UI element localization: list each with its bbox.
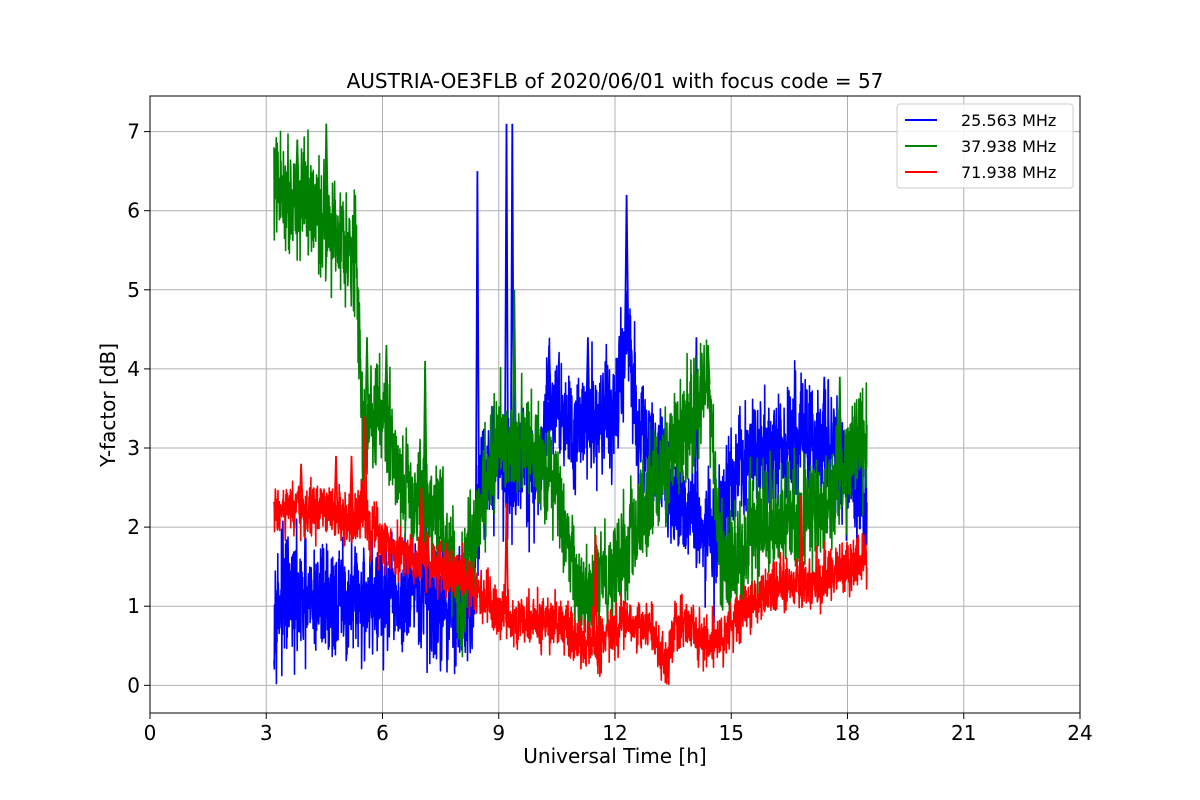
legend: 25.563 MHz 37.938 MHz 71.938 MHz <box>896 103 1074 189</box>
series-peak <box>418 487 424 559</box>
chart-title: AUSTRIA-OE3FLB of 2020/06/01 with focus … <box>347 69 884 93</box>
x-tick-label: 3 <box>260 721 273 745</box>
x-tick-label: 24 <box>1067 721 1092 745</box>
series-line <box>273 290 868 685</box>
series-peak <box>333 455 339 517</box>
legend-label: 25.563 MHz <box>961 111 1056 130</box>
series-peak <box>475 171 480 516</box>
series-peak <box>349 455 354 525</box>
x-tick-label: 6 <box>376 721 389 745</box>
series-peak <box>546 345 552 401</box>
series-line <box>273 476 868 686</box>
y-axis: 0 1 2 3 4 5 6 7 <box>127 120 150 697</box>
legend-label: 71.938 MHz <box>961 163 1056 182</box>
series-peak <box>705 345 711 385</box>
series-peak <box>624 194 630 330</box>
series-peak <box>422 360 428 506</box>
y-tick-label: 7 <box>127 120 140 144</box>
series-group <box>273 123 868 686</box>
y-tick-label: 6 <box>127 199 140 223</box>
x-tick-label: 12 <box>602 721 627 745</box>
x-tick-label: 21 <box>951 721 976 745</box>
series-peak <box>511 289 517 445</box>
series-peak <box>298 463 304 512</box>
x-tick-label: 9 <box>492 721 505 745</box>
x-tick-label: 15 <box>719 721 744 745</box>
series-peak <box>504 503 509 613</box>
x-tick-label: 0 <box>144 721 157 745</box>
series-peak <box>294 139 300 199</box>
x-axis: 0 3 6 9 12 15 18 21 24 <box>144 713 1093 745</box>
series-peak <box>821 376 827 447</box>
series-peak <box>593 534 599 646</box>
legend-box <box>896 103 1074 189</box>
series-peak <box>362 416 368 510</box>
x-tick-label: 18 <box>835 721 860 745</box>
y-tick-label: 5 <box>127 278 140 302</box>
y-tick-label: 1 <box>127 594 140 618</box>
y-tick-label: 2 <box>127 515 140 539</box>
series-peak <box>837 376 843 480</box>
series-peak <box>364 337 370 429</box>
series-peak <box>383 345 389 423</box>
y-axis-label: Y-factor [dB] <box>96 343 120 468</box>
x-axis-label: Universal Time [h] <box>523 744 706 768</box>
series-peak <box>323 123 329 221</box>
series-peak <box>585 337 591 417</box>
y-tick-label: 0 <box>127 673 140 697</box>
y-tick-label: 3 <box>127 436 140 460</box>
series-line <box>273 129 868 658</box>
legend-label: 37.938 MHz <box>961 137 1056 156</box>
series-peak <box>798 495 804 583</box>
y-tick-label: 4 <box>127 357 140 381</box>
series-peak <box>504 123 509 470</box>
